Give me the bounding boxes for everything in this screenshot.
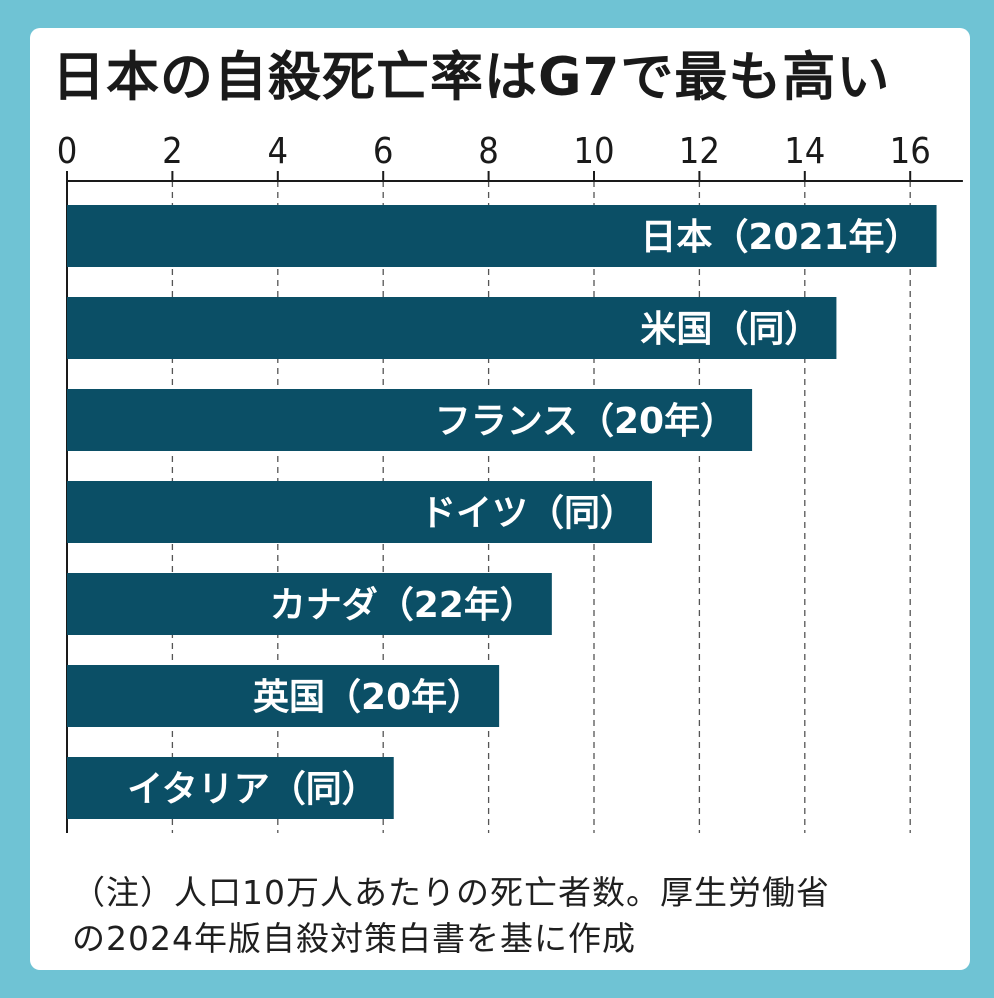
bar-label: 英国（20年） (253, 677, 483, 718)
tick-label: 8 (478, 131, 499, 172)
bar-label: イタリア（同） (127, 769, 378, 810)
bar (67, 665, 500, 727)
bar (67, 757, 394, 819)
bar (67, 573, 552, 635)
bar (67, 389, 753, 451)
bar-label: 米国（同） (640, 309, 820, 350)
note-line-2: の2024年版自殺対策白書を基に作成 (72, 919, 636, 958)
source-note: （注）人口10万人あたりの死亡者数。厚生労働省 の2024年版自殺対策白書を基に… (72, 870, 952, 962)
tick-label: 12 (679, 131, 720, 172)
tick-label: 10 (573, 131, 614, 172)
tick-label: 14 (784, 131, 825, 172)
bar-label: ドイツ（同） (420, 493, 636, 534)
bar (67, 481, 652, 543)
chart-card: 日本の自殺死亡率はG7で最も高い 0 2 4 6 8 10 12 14 16 日本（2021年） 米… (30, 28, 970, 970)
chart-title: 日本の自殺死亡率はG7で最も高い (52, 47, 891, 108)
bar-chart: 0 2 4 6 8 10 12 14 16 日本（2021年） 米国（同） フランス（20年） ドイツ（… (57, 131, 963, 833)
tick-label: 2 (162, 131, 183, 172)
tick-label: 0 (57, 131, 78, 172)
bar-label: 日本（2021年） (640, 217, 920, 258)
bar (67, 205, 937, 267)
note-line-1: （注）人口10万人あたりの死亡者数。厚生労働省 (72, 873, 830, 912)
bar (67, 297, 837, 359)
bar-label: カナダ（22年） (270, 585, 536, 626)
bar-label: フランス（20年） (435, 401, 736, 442)
tick-label: 6 (373, 131, 394, 172)
tick-label: 16 (890, 131, 931, 172)
tick-label: 4 (267, 131, 288, 172)
